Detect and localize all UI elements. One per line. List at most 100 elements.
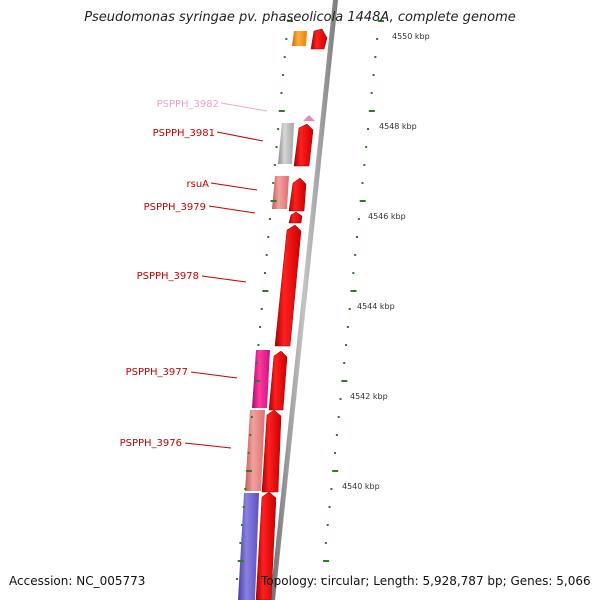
inner-tick <box>270 200 277 202</box>
feature-gray <box>278 123 294 164</box>
inner-tick <box>259 326 262 328</box>
scale-labels: 4550 kbp 4548 kbp 4546 kbp 4544 kbp 4542… <box>342 32 430 491</box>
inner-tick <box>257 344 260 346</box>
inner-tick <box>287 20 293 22</box>
outer-tick <box>335 434 338 436</box>
outer-tick <box>345 344 348 346</box>
inner-tick <box>242 506 245 508</box>
label-leaders <box>184 102 268 449</box>
outer-tick <box>374 56 377 58</box>
inner-tick <box>285 38 288 40</box>
outer-tick <box>367 128 370 130</box>
gene-arrow-pspph3979 <box>288 211 303 224</box>
gene-arrow-bottom <box>255 491 277 600</box>
inner-tick <box>268 218 271 220</box>
inner-tick <box>255 362 258 364</box>
outer-tick <box>365 146 368 148</box>
inner-tick <box>241 524 244 526</box>
gene-arrow-pspph3982 <box>303 115 315 121</box>
topology-text: Topology: circular; Length: 5,928,787 bp… <box>261 574 591 588</box>
inner-tick <box>260 308 263 310</box>
scale-label-4550: 4550 kbp <box>392 32 430 41</box>
outer-tick <box>350 290 357 292</box>
inner-tick <box>236 578 239 580</box>
genome-backbone <box>270 0 338 600</box>
outer-tick <box>370 92 373 94</box>
forward-strand-genes <box>255 28 328 600</box>
leader-pspph3981 <box>216 131 264 142</box>
gene-arrow-pspph3976 <box>261 409 282 493</box>
outer-tick <box>348 308 351 310</box>
gene-arrow-rsua <box>288 177 307 212</box>
inner-tick <box>239 542 242 544</box>
outer-tick <box>324 542 327 544</box>
inner-tick <box>278 110 285 112</box>
inner-tick <box>244 488 247 490</box>
feature-blue <box>238 493 259 600</box>
outer-tick <box>330 488 333 490</box>
gene-label-pspph3978: PSPPH_3978 <box>137 271 199 282</box>
outer-tick <box>337 416 340 418</box>
outer-tick <box>323 560 330 562</box>
outer-tick <box>368 110 375 112</box>
gene-labels: PSPPH_3982 PSPPH_3981 rsuA PSPPH_3979 PS… <box>120 99 219 449</box>
reverse-strand-features <box>238 31 307 600</box>
gene-label-pspph3979: PSPPH_3979 <box>144 202 206 213</box>
inner-tick <box>252 398 255 400</box>
outer-tick <box>352 272 355 274</box>
feature-salmon-small <box>272 176 289 209</box>
outer-tick <box>356 236 359 238</box>
inner-tick <box>280 92 283 94</box>
scale-label-4544: 4544 kbp <box>357 302 395 311</box>
outer-tick <box>339 398 342 400</box>
inner-tick <box>262 290 269 292</box>
leader-pspph3977 <box>190 371 238 379</box>
scale-label-4540: 4540 kbp <box>342 482 380 491</box>
gene-arrow-pspph3981 <box>293 123 314 167</box>
outer-tick <box>376 38 379 40</box>
gene-label-pspph3977: PSPPH_3977 <box>126 367 188 378</box>
inner-tick <box>249 434 252 436</box>
feature-magenta <box>252 350 270 408</box>
scale-label-4548: 4548 kbp <box>379 122 417 131</box>
inner-tick <box>264 272 267 274</box>
inner-tick <box>267 236 270 238</box>
scale-label-4546: 4546 kbp <box>368 212 406 221</box>
gene-arrow-top <box>310 28 328 50</box>
inner-tick <box>273 164 276 166</box>
gene-label-pspph3976: PSPPH_3976 <box>120 438 182 449</box>
outer-tick <box>341 380 348 382</box>
gene-arrow-pspph3977 <box>268 350 288 411</box>
gene-label-pspph3982: PSPPH_3982 <box>157 99 219 110</box>
outer-tick <box>334 452 337 454</box>
leader-pspph3982 <box>220 102 268 112</box>
outer-tick <box>326 524 329 526</box>
inner-tick-ring <box>236 20 293 580</box>
outer-tick <box>321 578 324 580</box>
inner-tick <box>265 254 268 256</box>
outer-tick <box>357 218 360 220</box>
gene-label-rsua: rsuA <box>187 179 210 190</box>
outer-tick <box>361 182 364 184</box>
gene-label-pspph3981: PSPPH_3981 <box>153 128 215 139</box>
accession-text: Accession: NC_005773 <box>9 574 146 588</box>
outer-tick <box>328 506 331 508</box>
genome-title: Pseudomonas syringae pv. phaseolicola 14… <box>84 10 516 25</box>
inner-tick <box>283 56 286 58</box>
feature-orange <box>292 31 307 46</box>
outer-tick <box>354 254 357 256</box>
inner-tick <box>282 74 285 76</box>
outer-tick-ring <box>321 20 384 580</box>
inner-tick <box>250 416 253 418</box>
gene-arrow-pspph3978 <box>274 224 302 347</box>
scale-label-4542: 4542 kbp <box>350 392 388 401</box>
leader-pspph3976 <box>184 442 232 449</box>
inner-tick <box>275 146 278 148</box>
inner-tick <box>254 380 261 382</box>
outer-tick <box>359 200 366 202</box>
inner-tick <box>247 452 250 454</box>
outer-tick <box>346 326 349 328</box>
outer-tick <box>343 362 346 364</box>
outer-tick <box>332 470 339 472</box>
